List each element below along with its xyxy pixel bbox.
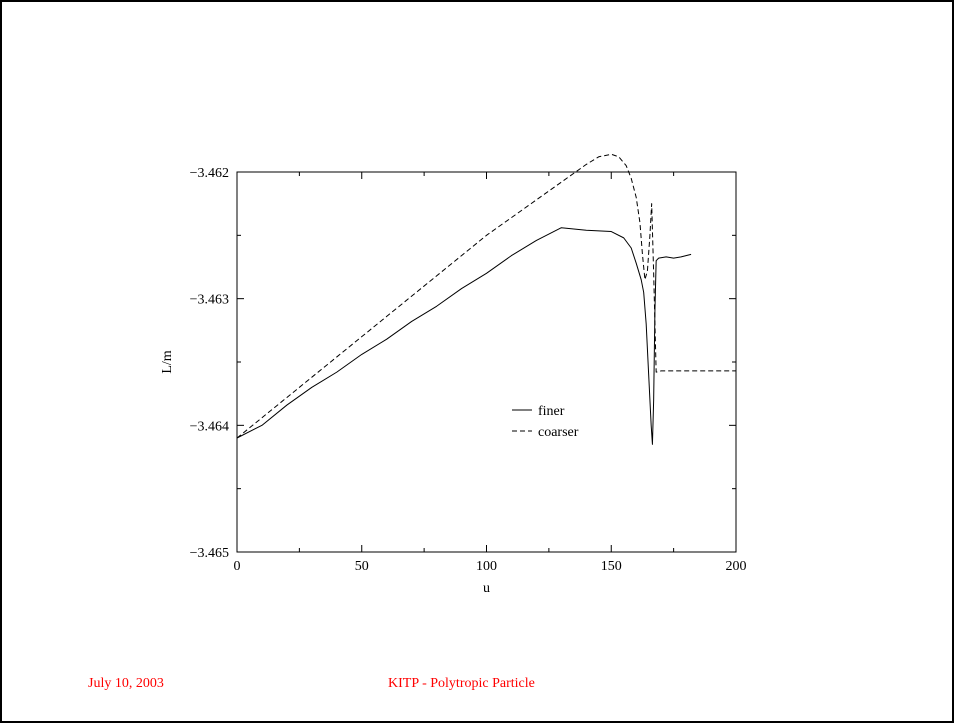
- x-tick-label: 50: [355, 559, 369, 574]
- y-axis-label: L/m: [160, 350, 175, 373]
- y-tick-label: −3.462: [190, 166, 229, 181]
- legend-label-finer: finer: [538, 404, 565, 419]
- footer-date: July 10, 2003: [88, 676, 164, 691]
- series-line-coarser: [236, 153, 736, 439]
- series-layer: [236, 153, 736, 445]
- y-tick-label: −3.465: [190, 546, 229, 561]
- footer-title: KITP - Polytropic Particle: [388, 676, 535, 691]
- legend: finer coarser: [512, 404, 579, 440]
- series-line-finer: [236, 227, 692, 445]
- plot-frame: [236, 171, 737, 553]
- x-tick-label: 0: [234, 559, 241, 574]
- y-tick-label: −3.463: [190, 293, 229, 308]
- x-tick-label: 150: [601, 559, 622, 574]
- x-tick-label: 200: [726, 559, 747, 574]
- plot-area: [236, 171, 737, 553]
- axis-ticks: 0 50 100 150 200 −3.465 −3.464 −3.463 −3.462: [190, 166, 747, 574]
- y-tick-label: −3.464: [190, 419, 229, 434]
- legend-label-coarser: coarser: [538, 425, 579, 440]
- x-tick-label: 100: [476, 559, 497, 574]
- x-axis-label: u: [483, 581, 490, 596]
